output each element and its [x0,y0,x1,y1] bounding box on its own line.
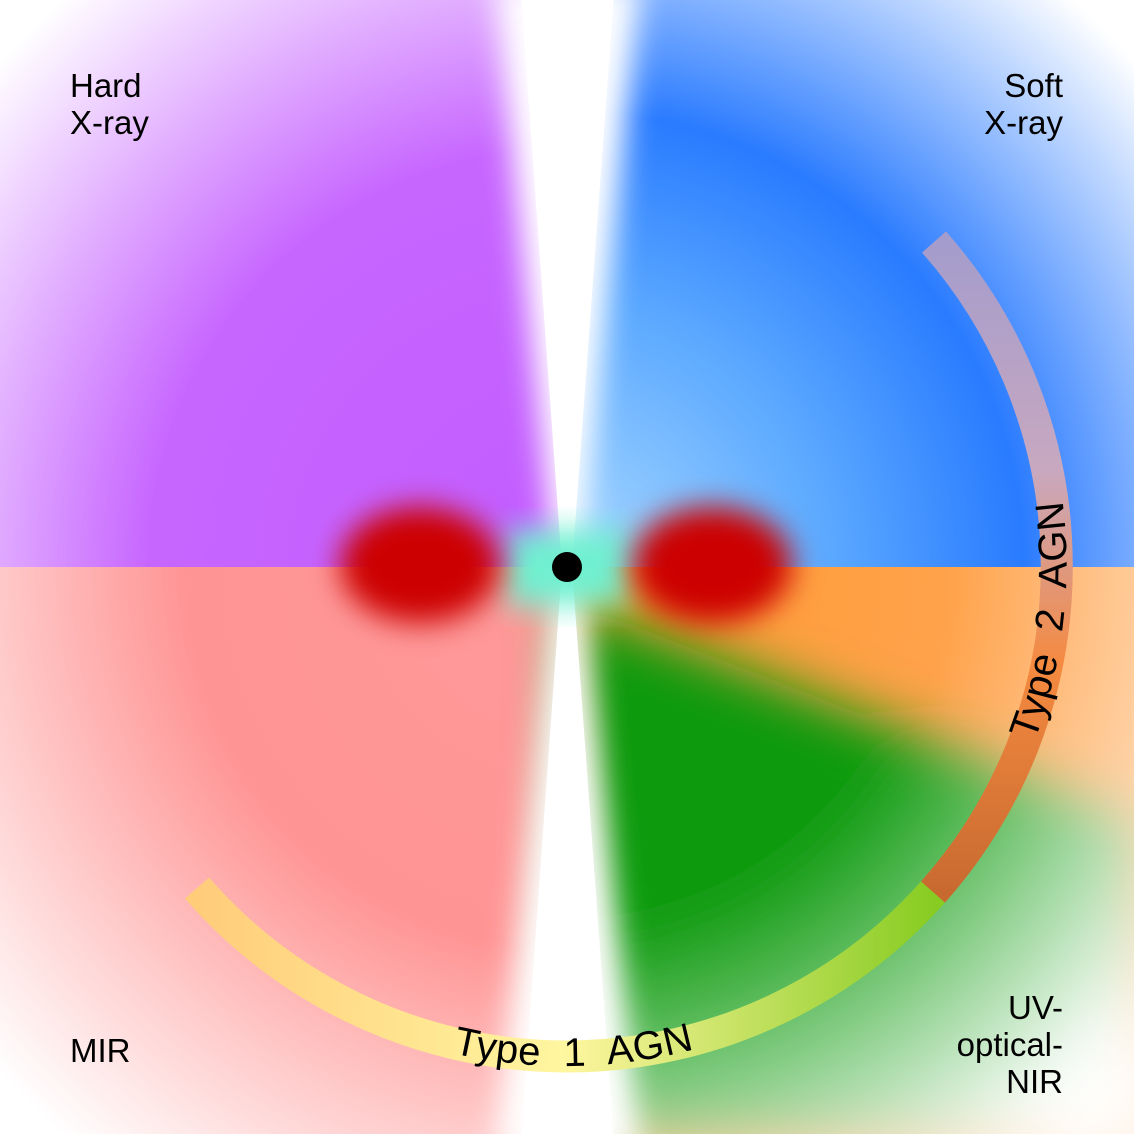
corner-label: optical- [957,1026,1063,1063]
corner-label: Soft [1004,67,1063,104]
torus-right [632,507,792,623]
corner-label: X-ray [70,104,149,141]
black-hole [552,552,582,582]
corner-label: Hard [70,67,142,104]
torus-left [340,507,500,623]
corner-label: NIR [1006,1063,1063,1100]
corner-label: UV- [1008,989,1063,1026]
type1-arc [184,877,945,1073]
corner-label: X-ray [984,104,1063,141]
type2-arc [921,231,1073,903]
green-wedge [567,600,1134,1134]
quadrant-hard-xray [0,0,567,567]
corner-label: MIR [70,1032,131,1069]
